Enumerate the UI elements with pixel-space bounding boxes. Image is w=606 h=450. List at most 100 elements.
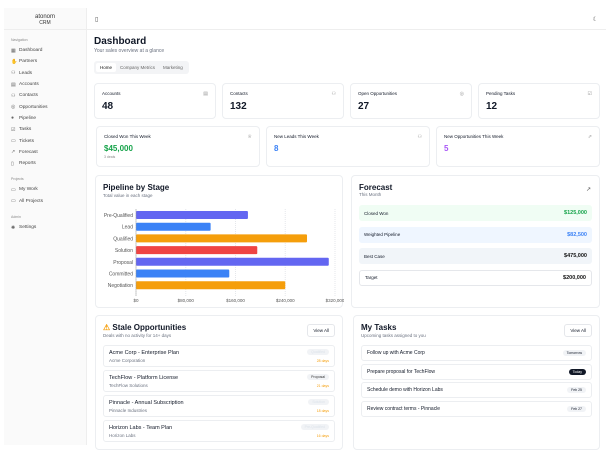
- item-title: Horizon Labs - Team Plan: [109, 425, 173, 431]
- trophy-icon: ♕: [247, 134, 252, 140]
- tab-marketing[interactable]: Marketing: [163, 65, 183, 70]
- bar-lead[interactable]: [136, 222, 211, 231]
- forecast-row: Best Case $475,000: [359, 248, 592, 264]
- section-title: Projects: [11, 177, 24, 182]
- stage-badge: Proposal: [307, 374, 329, 380]
- stat-value: 5: [444, 144, 449, 153]
- sidebar: atonom CRM Navigation ▦ Dashboard ✋ Partners ⚇…: [4, 8, 87, 445]
- sidebar-item-settings[interactable]: ✺ Settings: [4, 222, 86, 233]
- x-tick-label: $0: [133, 298, 139, 303]
- trend-icon: ↗: [585, 187, 591, 193]
- warning-icon: ⚠: [103, 323, 111, 332]
- view-all-button[interactable]: View All: [564, 324, 592, 337]
- stat-card: Accounts 48 ▤: [94, 83, 216, 119]
- weekly-stat-card: New Opportunities This Week 5 ⇗: [436, 126, 600, 167]
- task-item[interactable]: Prepare proposal for TechFlow Today: [361, 363, 592, 380]
- item-title: Pinnacle - Annual Subscription: [109, 400, 184, 406]
- card-subtitle: This Month: [359, 192, 382, 197]
- task-title: Prepare proposal for TechFlow: [367, 368, 435, 375]
- sidebar-item-contacts[interactable]: ⚇ Contacts: [4, 90, 86, 101]
- stat-label: New Leads This Week: [274, 134, 319, 139]
- card-subtitle: Deals with no activity for 14+ days: [103, 333, 172, 338]
- stale-opportunity-item[interactable]: TechFlow - Platform License TechFlow Solu…: [103, 370, 335, 392]
- forecast-value: $82,500: [567, 231, 587, 238]
- forecast-label: Target: [365, 275, 378, 280]
- sidebar-item-dashboard[interactable]: ▦ Dashboard: [4, 45, 86, 56]
- item-company: TechFlow Solutions: [109, 383, 148, 388]
- task-title: Review contract terms - Pinnacle: [367, 405, 441, 412]
- sidebar-item-label: Settings: [19, 225, 37, 230]
- building-icon: ▤: [11, 81, 16, 88]
- user-plus-icon: ⚇: [417, 134, 422, 140]
- item-company: Acme Corporation: [109, 358, 146, 363]
- stat-note: 3 deals: [104, 155, 116, 159]
- stat-value: 12: [486, 101, 498, 112]
- y-tick-label: Lead: [122, 225, 133, 231]
- task-item[interactable]: Schedule demo with Horizon Labs Feb 25: [361, 382, 592, 398]
- folder-icon: ▭: [11, 198, 16, 205]
- y-tick-label: Solution: [115, 248, 133, 254]
- stage-badge: Solution: [308, 399, 329, 405]
- forecast-label: Best Case: [364, 253, 385, 259]
- logo-text: atonom: [34, 14, 55, 20]
- y-tick-label: Qualified: [113, 236, 133, 242]
- bar-negotiation[interactable]: [136, 281, 286, 290]
- sidebar-item-opportunities[interactable]: ◎ Opportunities: [4, 101, 86, 112]
- sidebar-item-label: Tasks: [19, 127, 32, 133]
- card-title: Pipeline by Stage: [103, 183, 170, 192]
- checklist-icon: ☑: [11, 126, 16, 133]
- y-tick-label: Pre-Qualified: [104, 213, 133, 219]
- target-icon: ◎: [459, 91, 464, 97]
- sidebar-item-my-work[interactable]: ▭ My Work: [4, 184, 86, 195]
- sidebar-item-label: Forecast: [19, 149, 38, 155]
- item-company: Horizon Labs: [109, 433, 136, 438]
- sidebar-item-forecast[interactable]: ↗ Forecast: [4, 147, 86, 158]
- tabs: Home Company Metrics Marketing: [94, 61, 189, 74]
- sidebar-item-accounts[interactable]: ▤ Accounts: [4, 79, 86, 90]
- tab-home[interactable]: Home: [96, 63, 117, 72]
- bar-committed[interactable]: [136, 269, 230, 278]
- days-stale: 21 days: [316, 384, 329, 388]
- main-content: Dashboard Your sales overview at a glanc…: [94, 30, 600, 74]
- bar-solution[interactable]: [136, 246, 258, 255]
- bar-qualified[interactable]: [136, 234, 308, 243]
- card-title: ⚠ Stale Opportunities: [103, 323, 186, 332]
- stale-opportunity-item[interactable]: Acme Corp - Enterprise Plan Acme Corporat…: [103, 345, 335, 367]
- sidebar-item-tasks[interactable]: ☑ Tasks: [4, 124, 86, 135]
- stale-opportunity-item[interactable]: Horizon Labs - Team Plan Horizon Labs Pre-…: [103, 420, 335, 442]
- task-item[interactable]: Review contract terms - Pinnacle Feb 27: [361, 400, 592, 417]
- sidebar-item-reports[interactable]: ▯ Reports: [4, 158, 86, 169]
- y-tick-label: Negotiation: [108, 283, 134, 289]
- sidebar-item-label: All Projects: [19, 198, 43, 204]
- due-badge: Feb 25: [567, 387, 586, 393]
- tab-company-metrics[interactable]: Company Metrics: [120, 65, 156, 70]
- forecast-value: $475,000: [564, 253, 587, 259]
- days-stale: 18 days: [316, 409, 329, 413]
- sidebar-item-tickets[interactable]: ▭ Tickets: [4, 135, 86, 146]
- sidebar-item-partners[interactable]: ✋ Partners: [4, 56, 86, 67]
- y-tick-label: Proposal: [113, 260, 133, 266]
- logo[interactable]: atonom CRM: [4, 8, 86, 30]
- sidebar-item-all-projects[interactable]: ▭ All Projects: [4, 196, 86, 207]
- task-item[interactable]: Follow up with Acme Corp Tomorrow: [361, 345, 592, 361]
- stat-label: Pending Tasks: [486, 91, 516, 96]
- section-title: Navigation: [11, 38, 28, 42]
- stat-value: 132: [230, 101, 247, 112]
- sidebar-item-leads[interactable]: ⚇ Leads: [4, 68, 86, 79]
- stale-opportunity-item[interactable]: Pinnacle - Annual Subscription Pinnacle I…: [103, 395, 335, 417]
- bar-proposal[interactable]: [136, 257, 329, 266]
- bar-pre-qualified[interactable]: [136, 211, 248, 219]
- item-title: Acme Corp - Enterprise Plan: [109, 350, 179, 356]
- sidebar-toggle-icon[interactable]: ▯: [95, 17, 99, 23]
- target-icon: ◎: [11, 104, 16, 111]
- theme-toggle-icon[interactable]: ☾: [592, 17, 598, 23]
- sidebar-item-label: Dashboard: [19, 48, 43, 54]
- my-tasks-card: My Tasks Upcoming tasks assigned to you Vi…: [353, 315, 600, 450]
- view-all-button[interactable]: View All: [307, 324, 335, 337]
- sidebar-item-label: Tickets: [19, 138, 35, 144]
- task-title: Schedule demo with Horizon Labs: [367, 387, 443, 393]
- forecast-card: Forecast This Month ↗ Closed Won $125,000 Wei…: [351, 175, 600, 308]
- sidebar-item-pipeline[interactable]: ● Pipeline: [4, 113, 86, 124]
- building-icon: ▤: [203, 91, 208, 97]
- stat-label: Closed Won This Week: [104, 134, 151, 139]
